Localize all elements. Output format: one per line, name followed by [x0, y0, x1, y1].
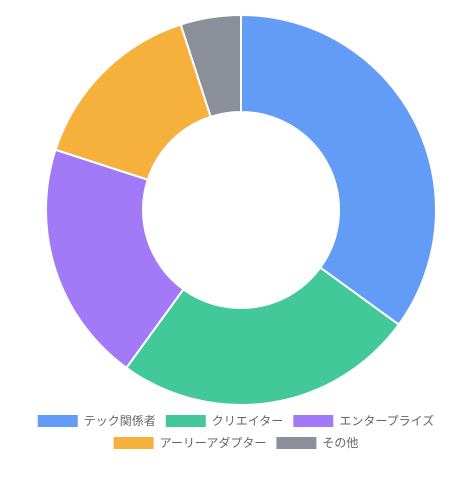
legend-label: クリエイター — [212, 414, 284, 428]
legend-item-5[interactable]: その他 — [276, 436, 358, 450]
legend-swatch — [276, 437, 317, 449]
legend-label: エンタープライズ — [339, 413, 434, 428]
slice-3 — [45, 148, 185, 370]
legend-swatch — [113, 437, 154, 449]
legend-item-3[interactable]: エンタープライズ — [293, 413, 434, 428]
chart-slices — [45, 13, 437, 406]
legend-item-4[interactable]: アーリーアダプター — [113, 435, 267, 450]
slice-1 — [240, 13, 437, 327]
legend-swatch — [165, 415, 206, 427]
legend-label: テック関係者 — [84, 414, 156, 428]
slice-2 — [124, 266, 401, 406]
slice-5 — [179, 13, 242, 119]
legend-swatch — [37, 415, 78, 427]
legend-label: その他 — [322, 436, 358, 450]
legend-swatch — [293, 415, 334, 427]
legend-label: アーリーアダプター — [160, 435, 267, 450]
legend-item-2[interactable]: クリエイター — [165, 414, 284, 428]
legend-item-1[interactable]: テック関係者 — [37, 414, 156, 428]
